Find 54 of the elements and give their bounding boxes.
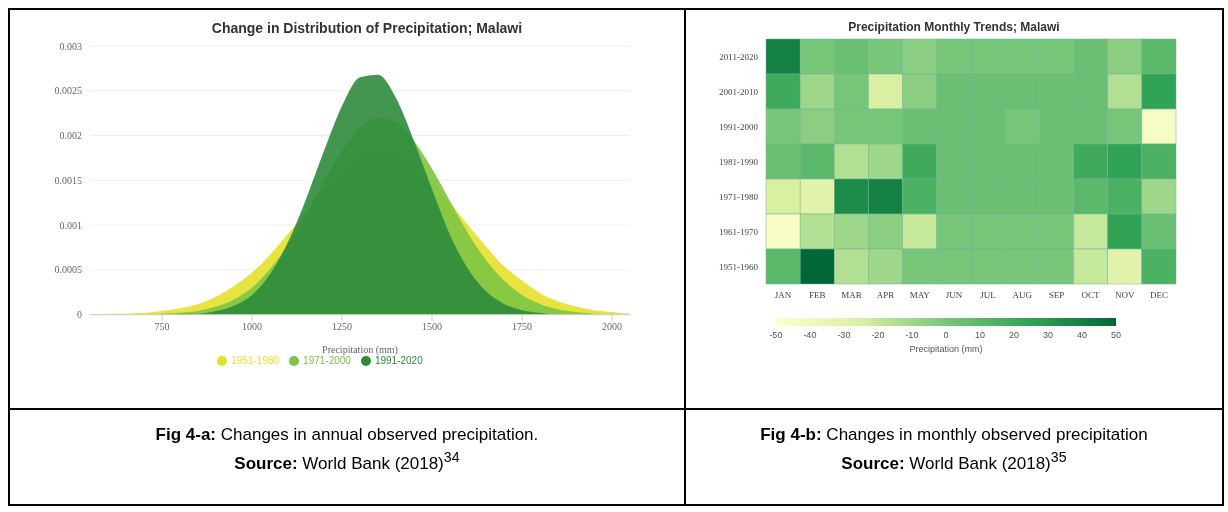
y-tick-label: 1951-1960 xyxy=(718,261,759,272)
x-tick-label: 1750 xyxy=(512,320,532,332)
x-tick-label: 750 xyxy=(154,320,170,332)
y-tick-label: 0.003 xyxy=(59,40,82,52)
color-bar-label: -40 xyxy=(802,330,818,340)
x-axis-title: Precipitation (mm) xyxy=(322,343,398,356)
source-note: Source: World Bank (2018)$^{35}$ xyxy=(841,449,1067,473)
x-tick-label: 1000 xyxy=(242,320,262,332)
x-tick-label: JAN xyxy=(774,290,792,301)
color-bar-label: 20 xyxy=(1007,330,1020,340)
color-bar-label: 0 xyxy=(942,330,950,340)
y-tick-label: 0.0015 xyxy=(54,174,82,186)
x-tick-label: MAY xyxy=(909,290,931,301)
y-tick-label: 0.001 xyxy=(59,219,82,231)
caption: Fig 4-b: Changes in monthly observed precipitation xyxy=(760,425,1148,444)
color-bar-title: Precipitation (mm) xyxy=(908,344,984,354)
color-bar-label: 10 xyxy=(973,330,986,340)
chart-title: Change in Distribution of Precipitation; Malawi xyxy=(210,19,524,36)
color-bar-label: 40 xyxy=(1075,330,1088,340)
color-bar-label: 30 xyxy=(1041,330,1054,340)
color-bar-label: -30 xyxy=(836,330,852,340)
x-tick-label: JUN xyxy=(945,290,963,301)
y-tick-label: 1961-1970 xyxy=(718,226,759,237)
caption: Fig 4-a: Changes in annual observed precipitation. xyxy=(155,425,539,444)
x-tick-label: FEB xyxy=(808,290,826,301)
y-tick-label: 2001-2010 xyxy=(718,86,759,97)
x-tick-label: 1500 xyxy=(422,320,442,332)
color-bar-label: -20 xyxy=(870,330,886,340)
legend-label: 1951-1980 xyxy=(231,354,280,366)
y-tick-label: 1971-1980 xyxy=(718,191,759,202)
color-bar-label: -10 xyxy=(904,330,920,340)
legend-label: 1971-2000 xyxy=(303,354,351,366)
y-tick-label: 0.0005 xyxy=(54,264,82,276)
y-tick-label: 1981-1990 xyxy=(718,156,759,167)
y-tick-label: 2011-2020 xyxy=(719,51,759,62)
x-tick-label: APR xyxy=(876,290,895,301)
x-tick-label: MAR xyxy=(841,290,862,301)
x-tick-label: 1250 xyxy=(332,320,352,332)
y-tick-label: 1991-2000 xyxy=(718,121,759,132)
legend-label: 1991-2020 xyxy=(374,354,423,366)
x-tick-label: 2000 xyxy=(602,320,622,332)
color-bar-label: 50 xyxy=(1109,330,1122,340)
source-note: Source: World Bank (2018)$^{34}$ xyxy=(234,449,460,473)
y-tick-label: 0.0025 xyxy=(54,85,82,97)
x-tick-label: DEC xyxy=(1149,290,1168,301)
y-tick-label: 0 xyxy=(77,309,82,321)
color-bar-label: -50 xyxy=(768,330,784,340)
x-tick-label: AUG xyxy=(1012,290,1033,301)
chart-title: Precipitation Monthly Trends; Malawi xyxy=(847,19,1061,34)
x-tick-label: NOV xyxy=(1114,290,1135,301)
x-tick-label: SEP xyxy=(1048,290,1065,301)
x-tick-label: OCT xyxy=(1081,290,1100,301)
y-tick-label: 0.002 xyxy=(59,130,82,142)
x-tick-label: JUL xyxy=(980,290,996,301)
